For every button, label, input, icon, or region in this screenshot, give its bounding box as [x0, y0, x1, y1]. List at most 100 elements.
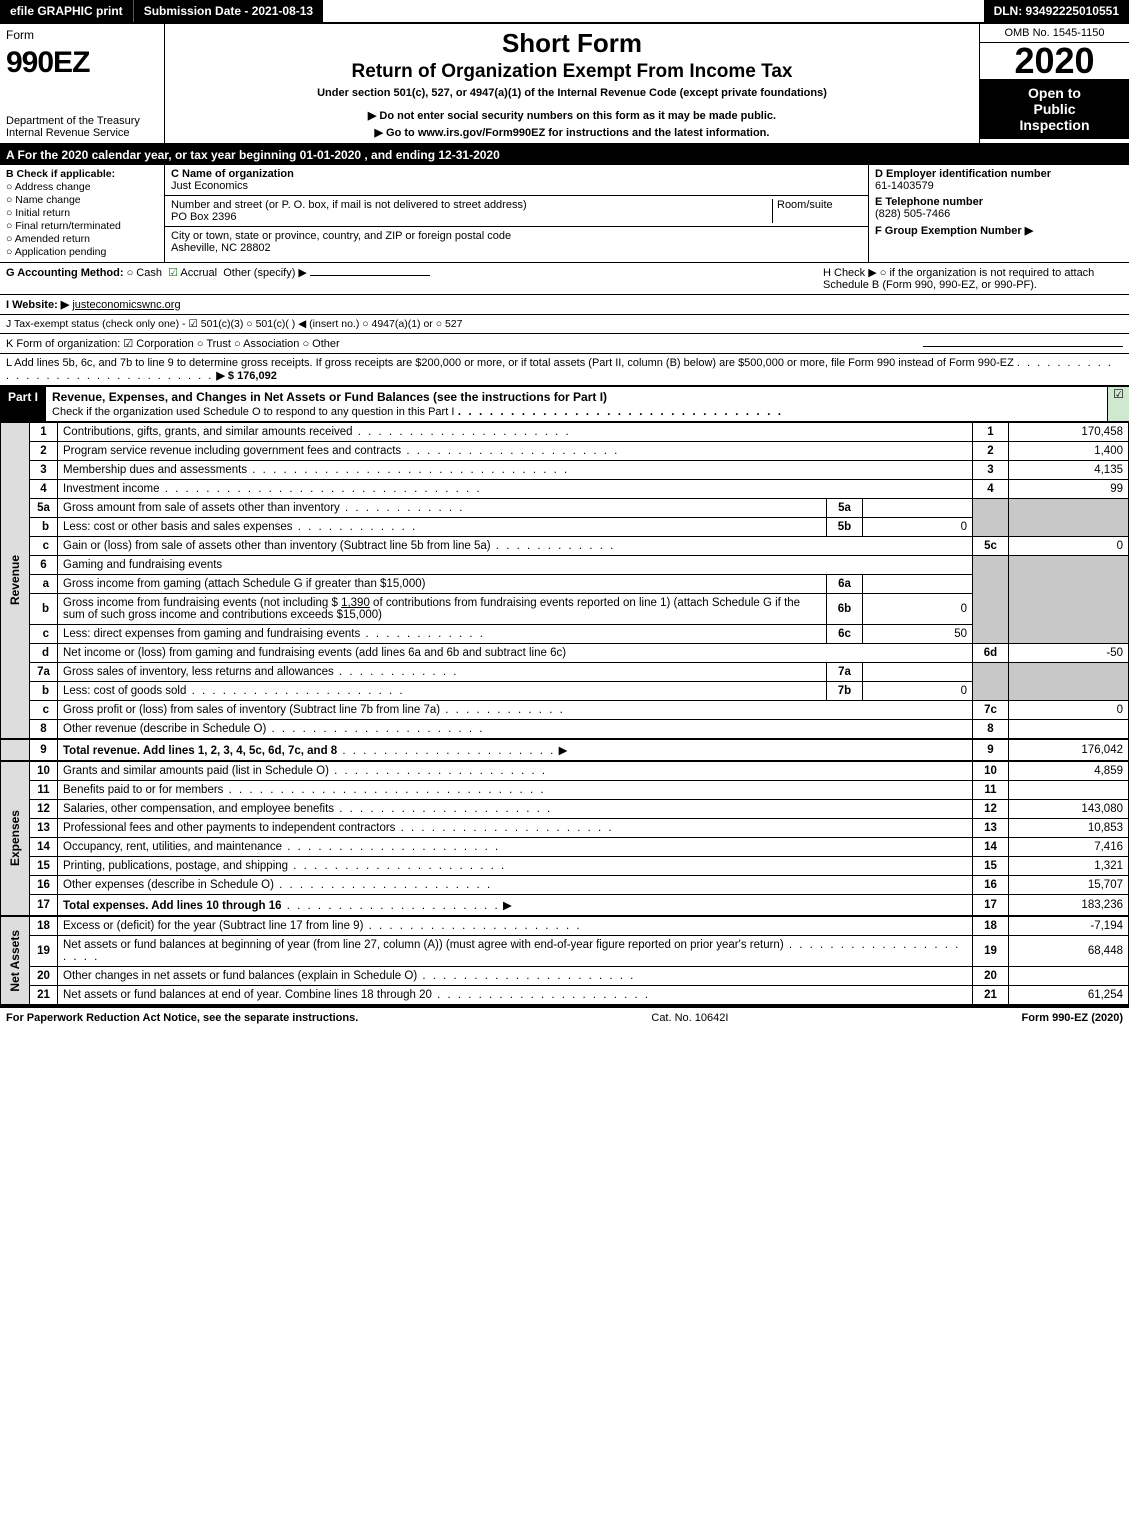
b-16: 16: [973, 876, 1009, 895]
form-word: Form: [6, 28, 158, 42]
a-17: 183,236: [1009, 895, 1129, 917]
dept-treasury: Department of the Treasury Internal Reve…: [6, 115, 158, 139]
ln-8: 8: [30, 720, 58, 740]
footer-left: For Paperwork Reduction Act Notice, see …: [6, 1012, 358, 1024]
ia-7b: 0: [863, 682, 973, 701]
grey-6: [973, 556, 1009, 644]
ln-6c: c: [30, 625, 58, 644]
h-check-text: H Check ▶ ○ if the organization is not r…: [823, 266, 1123, 291]
other-option[interactable]: Other (specify) ▶: [223, 267, 307, 279]
b-10: 10: [973, 761, 1009, 781]
a-8: [1009, 720, 1129, 740]
row-l-amount: ▶ $ 176,092: [216, 370, 276, 382]
b-13: 13: [973, 819, 1009, 838]
d-6d: Net income or (loss) from gaming and fun…: [63, 647, 566, 659]
street-label: Number and street (or P. O. box, if mail…: [171, 199, 527, 211]
d-6b-1: Gross income from fundraising events (no…: [63, 597, 341, 609]
ia-5a: [863, 499, 973, 518]
b-7c: 7c: [973, 701, 1009, 720]
chk-application-pending[interactable]: Application pending: [6, 246, 158, 258]
a-1: 170,458: [1009, 423, 1129, 442]
d-13: Professional fees and other payments to …: [63, 822, 395, 834]
row-j: J Tax-exempt status (check only one) - ☑…: [0, 315, 1129, 334]
part-1-title: Revenue, Expenses, and Changes in Net As…: [52, 390, 607, 404]
b-5c: 5c: [973, 537, 1009, 556]
ln-7a: 7a: [30, 663, 58, 682]
website-link[interactable]: justeconomicswnc.org: [72, 299, 180, 311]
ln-15: 15: [30, 857, 58, 876]
a-3: 4,135: [1009, 461, 1129, 480]
accrual-option[interactable]: Accrual: [168, 267, 217, 279]
ln-18: 18: [30, 916, 58, 936]
grey-7: [973, 663, 1009, 701]
ln-16: 16: [30, 876, 58, 895]
ib-5b: 5b: [827, 518, 863, 537]
dln-label: DLN: 93492225010551: [984, 0, 1129, 22]
d-9: Total revenue. Add lines 1, 2, 3, 4, 5c,…: [63, 745, 337, 757]
ln-2: 2: [30, 442, 58, 461]
d-1: Contributions, gifts, grants, and simila…: [63, 426, 353, 438]
ln-21: 21: [30, 986, 58, 1006]
a-18: -7,194: [1009, 916, 1129, 936]
a-14: 7,416: [1009, 838, 1129, 857]
row-l: L Add lines 5b, 6c, and 7b to line 9 to …: [0, 354, 1129, 387]
col-b-checks: B Check if applicable: Address change Na…: [0, 165, 165, 262]
cash-option[interactable]: Cash: [127, 267, 162, 279]
d-6c: Less: direct expenses from gaming and fu…: [63, 628, 360, 640]
website-label: I Website: ▶: [6, 299, 69, 311]
b-1: 1: [973, 423, 1009, 442]
ia-5b: 0: [863, 518, 973, 537]
d-6b-v: 1,390: [341, 597, 370, 609]
goto-link[interactable]: ▶ Go to www.irs.gov/Form990EZ for instru…: [175, 126, 969, 139]
form-header: Form 990EZ Department of the Treasury In…: [0, 24, 1129, 145]
a-15: 1,321: [1009, 857, 1129, 876]
ln-7b: b: [30, 682, 58, 701]
other-org-input[interactable]: [923, 346, 1123, 347]
ln-5b: b: [30, 518, 58, 537]
open-to-public: Open to Public Inspection: [980, 79, 1129, 139]
chk-name-change[interactable]: Name change: [6, 194, 158, 206]
b-6d: 6d: [973, 644, 1009, 663]
ln-6b: b: [30, 594, 58, 625]
d-6a: Gross income from gaming (attach Schedul…: [63, 578, 425, 590]
ein-label: D Employer identification number: [875, 168, 1123, 180]
chk-initial-return[interactable]: Initial return: [6, 207, 158, 219]
ein-value: 61-1403579: [875, 180, 1123, 192]
under-section-text: Under section 501(c), 527, or 4947(a)(1)…: [175, 87, 969, 99]
b-21: 21: [973, 986, 1009, 1006]
d-15: Printing, publications, postage, and shi…: [63, 860, 288, 872]
b-2: 2: [973, 442, 1009, 461]
other-specify-input[interactable]: [310, 275, 430, 276]
d-5c: Gain or (loss) from sale of assets other…: [63, 540, 491, 552]
chk-final-return[interactable]: Final return/terminated: [6, 220, 158, 232]
d-7c: Gross profit or (loss) from sales of inv…: [63, 704, 440, 716]
a-21: 61,254: [1009, 986, 1129, 1006]
ln-9: 9: [30, 739, 58, 761]
b-20: 20: [973, 967, 1009, 986]
chk-amended-return[interactable]: Amended return: [6, 233, 158, 245]
info-grid: B Check if applicable: Address change Na…: [0, 165, 1129, 263]
ln-6a: a: [30, 575, 58, 594]
row-k: K Form of organization: ☑ Corporation ○ …: [0, 334, 1129, 354]
city-label: City or town, state or province, country…: [171, 230, 511, 242]
chk-address-change[interactable]: Address change: [6, 181, 158, 193]
a-9: 176,042: [1009, 739, 1129, 761]
ln-7c: c: [30, 701, 58, 720]
a-16: 15,707: [1009, 876, 1129, 895]
ia-6b: 0: [863, 594, 973, 625]
ln-3: 3: [30, 461, 58, 480]
ln-19: 19: [30, 936, 58, 967]
ln-17: 17: [30, 895, 58, 917]
d-18: Excess or (deficit) for the year (Subtra…: [63, 920, 363, 932]
a-20: [1009, 967, 1129, 986]
b-18: 18: [973, 916, 1009, 936]
efile-print-button[interactable]: efile GRAPHIC print: [0, 0, 134, 22]
b-8: 8: [973, 720, 1009, 740]
tel-value: (828) 505-7466: [875, 208, 1123, 220]
a-19: 68,448: [1009, 936, 1129, 967]
ln-5c: c: [30, 537, 58, 556]
open-line3: Inspection: [1019, 117, 1089, 133]
ib-6c: 6c: [827, 625, 863, 644]
part-1-checkbox[interactable]: ☑: [1107, 387, 1129, 421]
side-expenses: Expenses: [6, 806, 24, 870]
